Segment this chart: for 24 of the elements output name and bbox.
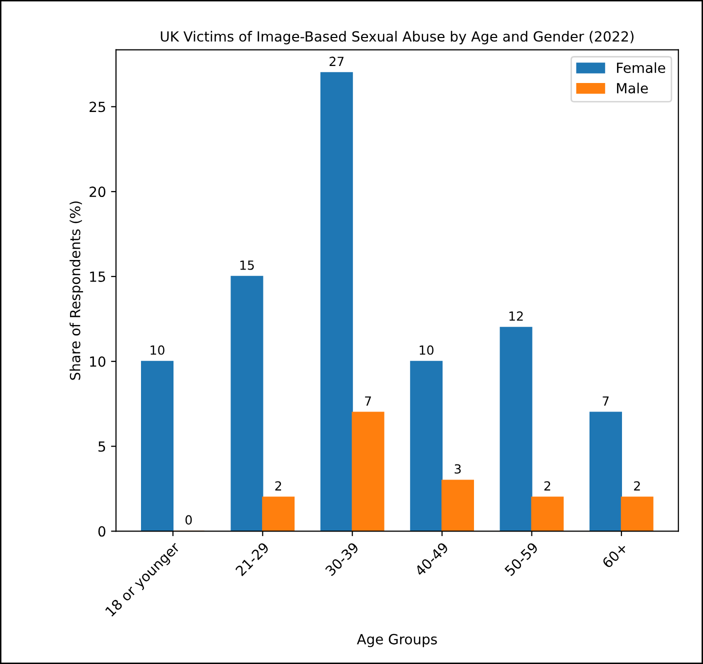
data-label: 15 bbox=[240, 260, 254, 270]
x-axis-title: Age Groups bbox=[356, 634, 437, 648]
data-label: 2 bbox=[634, 481, 640, 490]
data-label: 7 bbox=[602, 396, 609, 406]
data-label: 27 bbox=[330, 56, 344, 66]
data-label: 10 bbox=[420, 345, 434, 355]
y-axis-title: Share of Respondents (%) bbox=[70, 201, 84, 380]
y-tick-label: 25 bbox=[90, 102, 106, 112]
legend-label: Male bbox=[617, 82, 648, 94]
data-label: 2 bbox=[275, 481, 282, 490]
y-tick-label: 20 bbox=[90, 186, 106, 198]
legend-label: Female bbox=[617, 62, 666, 74]
data-label: 0 bbox=[185, 515, 192, 525]
data-label: 12 bbox=[509, 311, 523, 321]
y-tick-label: 0 bbox=[98, 526, 106, 537]
y-tick-label: 5 bbox=[98, 441, 106, 452]
data-label: 3 bbox=[454, 464, 461, 474]
data-label: 7 bbox=[365, 396, 371, 406]
x-tick-label: 60+ bbox=[602, 542, 628, 569]
data-label: 2 bbox=[544, 481, 550, 490]
y-tick-label: 15 bbox=[90, 272, 106, 282]
data-label: 10 bbox=[150, 345, 164, 355]
chart-title: UK Victims of Image-Based Sexual Abuse by Age and Gender (2022) bbox=[160, 30, 634, 44]
y-tick-label: 10 bbox=[90, 356, 106, 367]
